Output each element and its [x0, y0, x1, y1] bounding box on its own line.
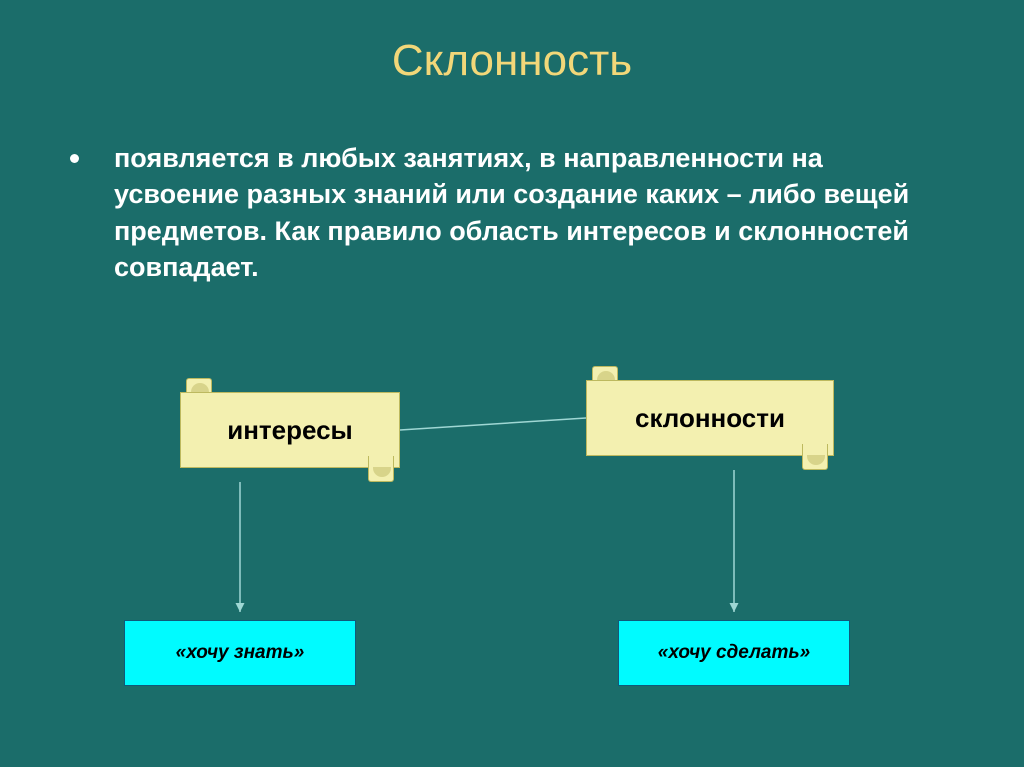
bullet-block: появляется в любых занятиях, в направлен… — [114, 140, 914, 286]
node-tendencies: склонности — [586, 380, 834, 456]
bullet-text: появляется в любых занятиях, в направлен… — [114, 140, 914, 286]
node-interests-label: интересы — [180, 392, 400, 468]
node-want-do-label: «хочу сделать» — [658, 642, 810, 664]
scroll-tail-icon — [368, 456, 394, 482]
bullet-marker — [70, 154, 79, 163]
node-tendencies-label: склонности — [586, 380, 834, 456]
node-want-know-label: «хочу знать» — [176, 642, 305, 664]
node-interests: интересы — [180, 392, 400, 468]
node-want-know: «хочу знать» — [124, 620, 356, 686]
page-title: Склонность — [0, 36, 1024, 86]
node-want-do: «хочу сделать» — [618, 620, 850, 686]
scroll-tail-icon — [802, 444, 828, 470]
connector-horizontal — [400, 418, 586, 430]
